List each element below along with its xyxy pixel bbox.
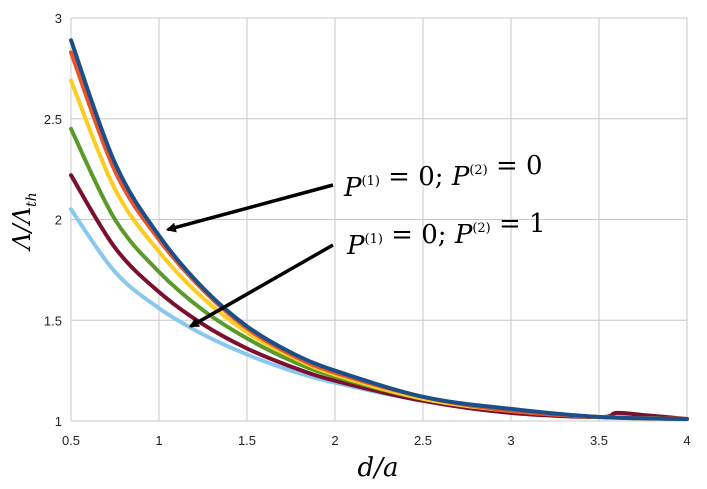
series-line [69,78,689,421]
x-axis-ticks: 0.5 1 1.5 2 2.5 3 3.5 4 [62,433,691,448]
series-line [69,38,689,421]
svg-text:Λ/Λth: Λ/Λth [8,192,40,251]
y-tick-label: 2 [55,213,62,228]
y-tick-label: 2.5 [44,112,62,127]
annotation-label: P(1) = 0; P(2) = 1 [346,209,546,261]
x-axis-label: d/a [358,453,399,483]
y-axis-label: Λ/Λth [8,192,40,251]
x-tick-label: 1 [155,433,162,448]
x-tick-label: 3.5 [590,433,608,448]
y-tick-label: 1.5 [44,313,62,328]
x-tick-label: 2 [331,433,338,448]
x-tick-label: 1.5 [238,433,256,448]
annotation-arrow [188,243,334,328]
series-group [69,38,689,421]
x-tick-label: 4 [683,433,690,448]
x-tick-label: 0.5 [62,433,80,448]
x-tick-label: 2.5 [414,433,432,448]
gridlines [70,17,688,422]
series-line [69,173,689,421]
y-axis-ticks: 1 1.5 2 2.5 3 [44,11,62,429]
annotation-arrow [165,183,334,233]
y-tick-label: 1 [55,414,62,429]
annotations: P(1) = 0; P(2) = 0 P(1) = 0; P(2) = 1 [165,151,546,328]
annotation-label: P(1) = 0; P(2) = 0 [343,151,543,203]
x-tick-label: 3 [507,433,514,448]
y-tick-label: 3 [55,11,62,26]
